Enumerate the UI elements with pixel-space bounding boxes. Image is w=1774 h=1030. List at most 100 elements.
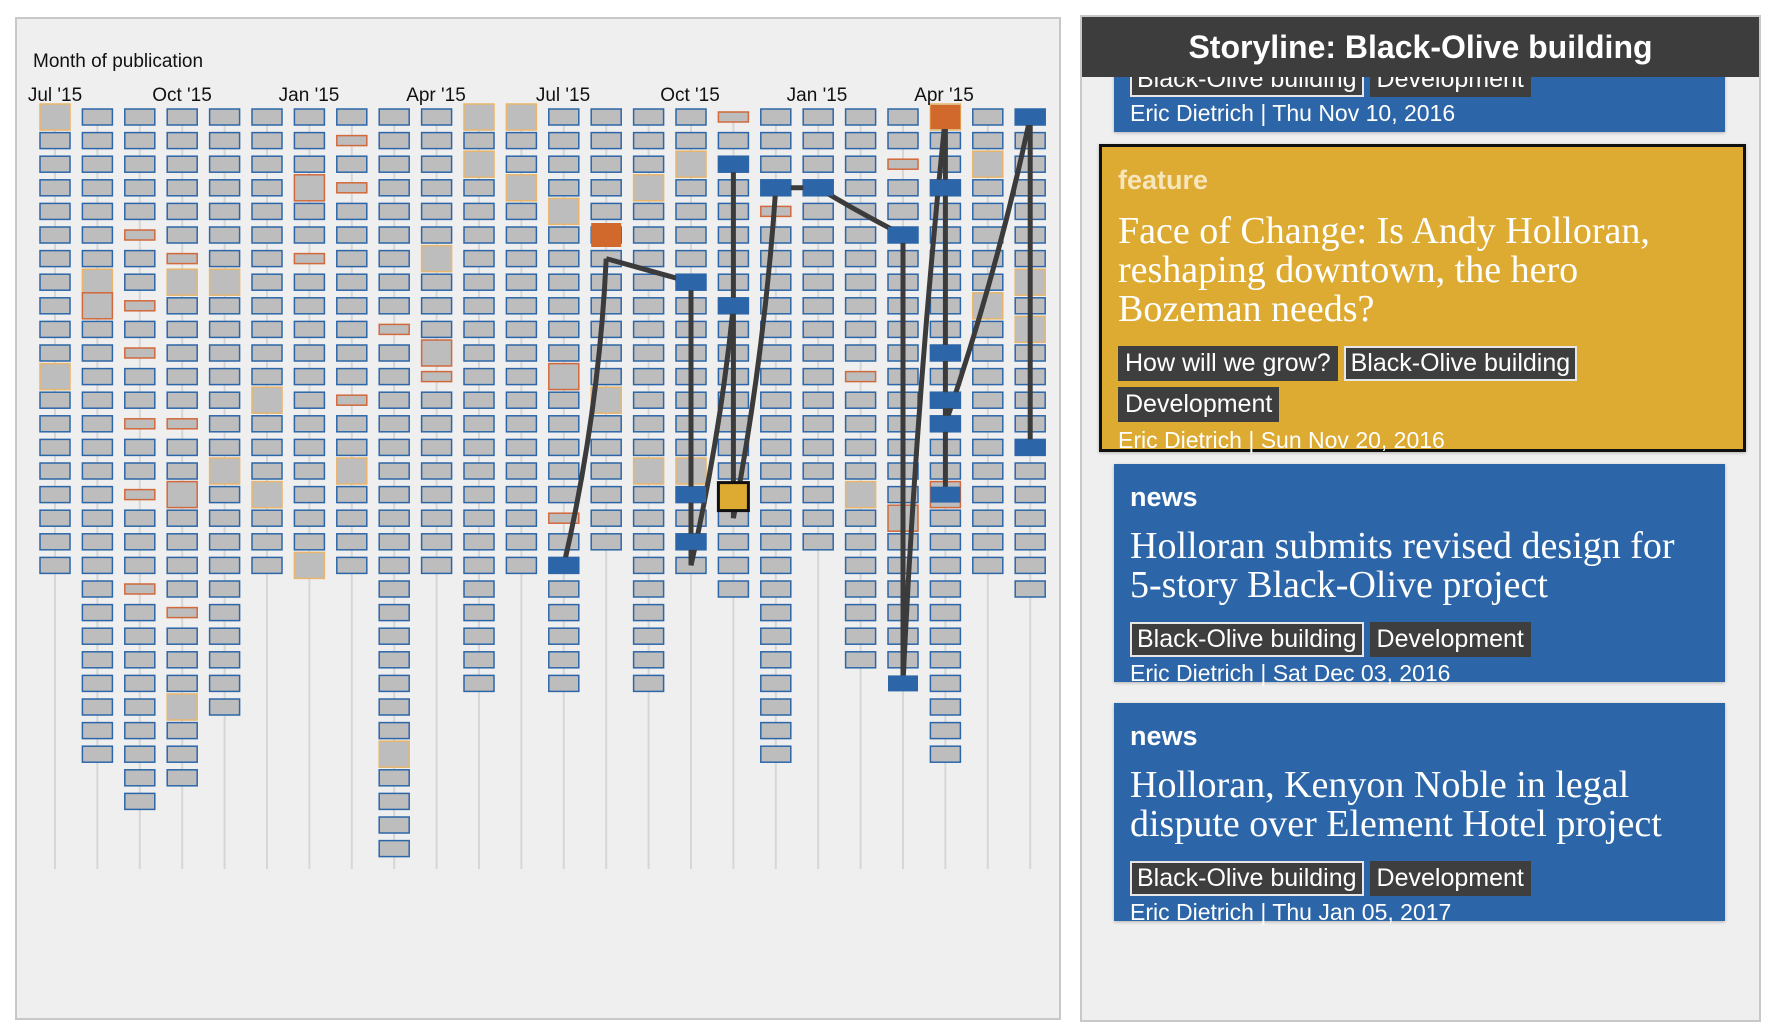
article-cell[interactable] xyxy=(760,580,792,598)
article-cell[interactable] xyxy=(844,179,877,197)
article-cell[interactable] xyxy=(548,391,580,409)
storyline-node[interactable] xyxy=(930,179,961,196)
article-cell[interactable] xyxy=(844,415,877,433)
article-cell[interactable] xyxy=(166,320,198,339)
article-cell[interactable] xyxy=(208,457,241,485)
article-cell[interactable] xyxy=(1014,580,1046,598)
storyline-node[interactable] xyxy=(591,223,622,247)
article-cell[interactable] xyxy=(505,226,538,244)
article-cell[interactable] xyxy=(378,273,410,291)
article-cell[interactable] xyxy=(632,391,665,409)
article-cell[interactable] xyxy=(81,320,114,339)
article-cell[interactable] xyxy=(208,108,241,126)
article-cell[interactable] xyxy=(972,485,1004,504)
tag-chip[interactable]: Development xyxy=(1369,861,1531,896)
article-cell[interactable] xyxy=(166,131,198,150)
article-cell[interactable] xyxy=(166,202,198,221)
article-cell[interactable] xyxy=(124,438,156,457)
article-cell[interactable] xyxy=(166,252,198,265)
article-cell[interactable] xyxy=(760,108,792,126)
article-cell[interactable] xyxy=(378,202,410,221)
article-cell[interactable] xyxy=(420,533,453,551)
article-cell[interactable] xyxy=(548,249,580,268)
article-cell[interactable] xyxy=(717,580,750,598)
article-cell[interactable] xyxy=(293,438,326,457)
article-cell[interactable] xyxy=(802,155,834,173)
article-cell[interactable] xyxy=(802,131,834,150)
card-title[interactable]: Holloran submits revised design for 5-st… xyxy=(1130,525,1675,606)
article-cell[interactable] xyxy=(844,580,877,598)
article-cell[interactable] xyxy=(463,674,495,693)
article-cell[interactable] xyxy=(760,556,792,575)
story-card-selected[interactable]: feature Face of Change: Is Andy Holloran… xyxy=(1099,144,1746,453)
article-cell[interactable] xyxy=(760,344,792,362)
article-cell[interactable] xyxy=(251,155,283,173)
article-cell[interactable] xyxy=(420,391,453,409)
article-cell[interactable] xyxy=(548,651,580,669)
article-cell[interactable] xyxy=(505,249,538,268)
article-cell[interactable] xyxy=(632,297,665,315)
article-cell[interactable] xyxy=(505,155,538,173)
article-cell[interactable] xyxy=(420,415,453,433)
article-cell[interactable] xyxy=(675,131,707,150)
article-cell[interactable] xyxy=(124,698,156,716)
article-cell[interactable] xyxy=(166,651,198,669)
article-cell[interactable] xyxy=(760,367,792,386)
article-cell[interactable] xyxy=(929,509,962,527)
article-cell[interactable] xyxy=(166,509,198,527)
article-cell[interactable] xyxy=(251,438,283,457)
storyline-node[interactable] xyxy=(930,345,961,361)
article-cell[interactable] xyxy=(802,249,834,268)
article-cell[interactable] xyxy=(463,651,495,669)
article-cell[interactable] xyxy=(632,249,665,268)
article-cell[interactable] xyxy=(802,273,834,291)
article-cell[interactable] xyxy=(972,131,1004,150)
article-cell[interactable] xyxy=(632,344,665,362)
article-cell[interactable] xyxy=(378,415,410,433)
article-cell[interactable] xyxy=(166,674,198,693)
article-cell[interactable] xyxy=(802,344,834,362)
article-cell[interactable] xyxy=(124,533,156,551)
article-cell[interactable] xyxy=(336,556,368,575)
article-cell[interactable] xyxy=(336,182,368,194)
article-cell[interactable] xyxy=(632,651,665,669)
article-cell[interactable] xyxy=(39,438,71,457)
article-cell[interactable] xyxy=(81,391,114,409)
article-cell[interactable] xyxy=(81,155,114,173)
tag-chip[interactable]: Black-Olive building xyxy=(1130,861,1364,896)
article-cell[interactable] xyxy=(717,131,750,150)
article-cell[interactable] xyxy=(760,297,792,315)
article-cell[interactable] xyxy=(844,651,877,669)
story-card[interactable]: news Holloran submits revised design for… xyxy=(1114,464,1725,686)
article-cell[interactable] xyxy=(505,131,538,150)
article-cell[interactable] xyxy=(972,344,1004,362)
article-cell[interactable] xyxy=(208,509,241,527)
article-cell[interactable] xyxy=(844,155,877,173)
article-cell[interactable] xyxy=(124,320,156,339)
article-cell[interactable] xyxy=(166,155,198,173)
article-cell[interactable] xyxy=(1014,509,1046,527)
article-cell[interactable] xyxy=(505,509,538,527)
article-cell[interactable] xyxy=(124,249,156,268)
article-cell[interactable] xyxy=(420,244,453,273)
article-cell[interactable] xyxy=(336,457,368,485)
tag-chip[interactable]: Black-Olive building xyxy=(1343,346,1578,381)
article-cell[interactable] xyxy=(208,320,241,339)
article-cell[interactable] xyxy=(336,249,368,268)
article-cell[interactable] xyxy=(378,509,410,527)
article-cell[interactable] xyxy=(632,226,665,244)
article-cell[interactable] xyxy=(39,462,71,480)
article-cell[interactable] xyxy=(972,108,1004,126)
article-cell[interactable] xyxy=(208,155,241,173)
article-cell[interactable] xyxy=(81,226,114,244)
article-cell[interactable] xyxy=(802,320,834,339)
article-cell[interactable] xyxy=(760,415,792,433)
article-cell[interactable] xyxy=(124,418,156,430)
article-cell[interactable] xyxy=(844,603,877,622)
article-cell[interactable] xyxy=(632,485,665,504)
article-cell[interactable] xyxy=(632,108,665,126)
article-cell[interactable] xyxy=(463,391,495,409)
article-cell[interactable] xyxy=(166,533,198,551)
article-cell[interactable] xyxy=(293,415,326,433)
article-cell[interactable] xyxy=(378,108,410,126)
